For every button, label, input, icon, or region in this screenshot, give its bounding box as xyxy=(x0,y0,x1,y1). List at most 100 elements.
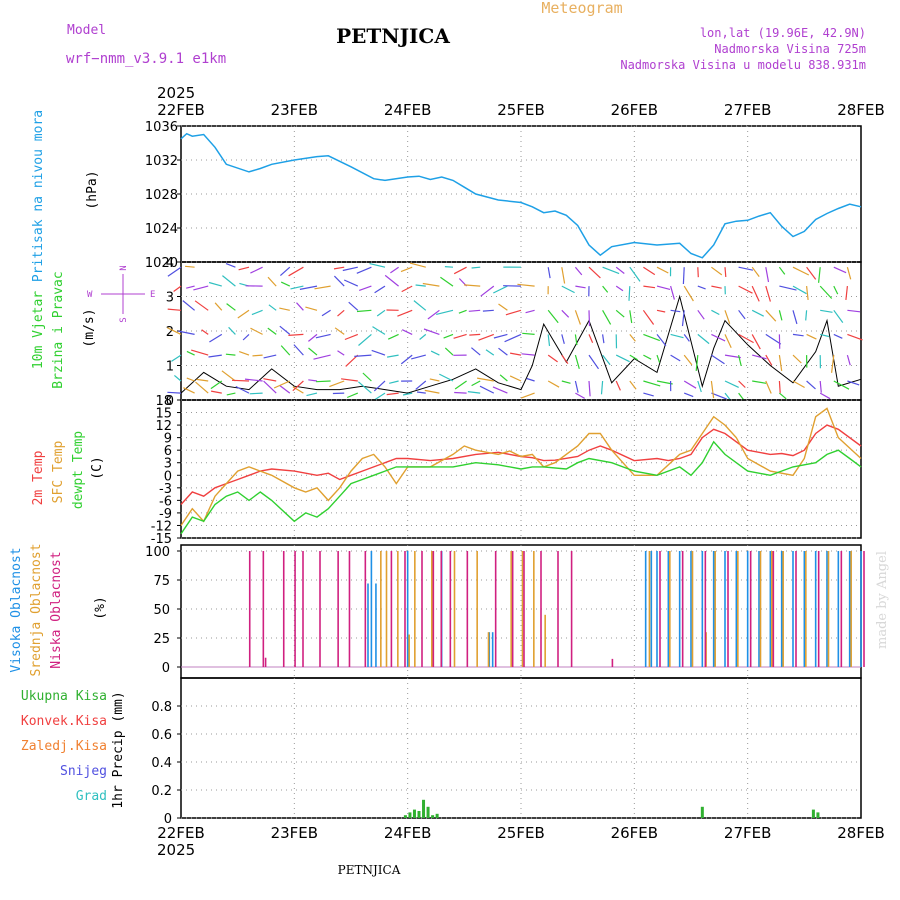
wind-arrow xyxy=(711,309,720,316)
model-name: wrf−nmm_v3.9.1 e1km xyxy=(66,51,226,67)
top-date-label: 28FEB xyxy=(837,101,884,119)
wind-arrow xyxy=(288,266,304,277)
wind-arrow xyxy=(505,309,522,316)
wind-arrow xyxy=(194,300,209,311)
wind-arrow xyxy=(329,380,345,388)
wind-arrow xyxy=(386,354,399,358)
wind-arrow xyxy=(436,309,454,315)
wind-arrow xyxy=(167,391,182,394)
wind-arrow xyxy=(315,333,331,339)
y-tick-label: 6 xyxy=(164,444,172,459)
precip-bar xyxy=(408,812,412,818)
wind-arrow xyxy=(561,354,569,365)
wind-arrow xyxy=(221,370,236,382)
wind-arrow xyxy=(711,354,725,365)
wind-arrow xyxy=(778,310,783,321)
precip-label-total: Ukupna Kisa xyxy=(21,689,107,704)
wind-arrow xyxy=(738,266,754,271)
wind-arrow xyxy=(186,377,195,382)
wind-arrow xyxy=(268,304,277,311)
wind-arrow xyxy=(424,389,440,394)
wind-arrow xyxy=(820,333,830,338)
top-date-ticks: 22FEB 23FEB 24FEB 25FEB 26FEB 27FEB 28FEB xyxy=(157,101,884,119)
wind-arrow xyxy=(191,349,209,356)
wind-arrow xyxy=(453,333,467,339)
wind-arrow xyxy=(178,330,195,335)
wind-arrow xyxy=(314,285,331,290)
wind-arrow xyxy=(251,309,263,316)
precip-panel: 0.8 0.6 0.4 0.2 0 xyxy=(151,677,862,827)
wind-arrow xyxy=(308,333,318,342)
wind-arrow xyxy=(226,392,236,396)
y-tick-label: 4 xyxy=(166,256,174,271)
wind-arrow xyxy=(561,309,570,318)
wind-arrow xyxy=(471,266,481,269)
precip-bar xyxy=(422,799,426,818)
wind-arrow xyxy=(225,263,236,268)
y-tick-label: 3 xyxy=(164,457,172,472)
wind-arrow xyxy=(292,380,304,392)
wind-arrow xyxy=(242,333,250,341)
wind-arrow xyxy=(267,276,277,287)
wind-arrow xyxy=(588,266,601,279)
compass-w: W xyxy=(87,290,93,300)
y-tick-label: 18 xyxy=(155,394,172,409)
low-cloud-title: Niska Oblacnost xyxy=(49,551,64,668)
pressure-title: Pritisak na nivou mora xyxy=(31,110,46,282)
wind-title: 10m Vjetar xyxy=(31,291,46,369)
wind-arrow xyxy=(250,266,263,274)
wind-arrow xyxy=(372,326,386,335)
wind-arrow xyxy=(818,267,821,283)
wind-arrow xyxy=(846,354,851,366)
wind-arrow xyxy=(615,266,625,274)
y-tick-label: 0.2 xyxy=(151,784,172,799)
compass-n: N xyxy=(119,265,129,270)
wind-arrow xyxy=(342,266,358,272)
wind-arrow xyxy=(588,354,599,370)
wind-arrow xyxy=(498,303,508,311)
wind-arrow xyxy=(476,377,494,382)
wind-arrow xyxy=(629,266,641,282)
wind-arrow xyxy=(683,392,694,398)
wind-arrow xyxy=(682,267,685,285)
wind-arrow xyxy=(847,333,863,341)
wind-arrow xyxy=(765,309,777,322)
pressure-line xyxy=(180,132,862,259)
y-tick-label: 12 xyxy=(155,419,172,434)
precip-bar xyxy=(700,806,704,818)
wind-arrow xyxy=(499,374,508,382)
wind-arrow xyxy=(471,380,481,387)
wind-arrow xyxy=(196,378,209,382)
wind-arrow xyxy=(629,334,636,342)
wind-arrow xyxy=(167,308,182,311)
wind-arrow xyxy=(683,354,693,366)
top-date-label: 22FEB xyxy=(157,101,204,119)
model-label: Model xyxy=(67,23,106,38)
wind-arrow xyxy=(290,285,304,290)
bottom-date-label: 22FEB xyxy=(157,824,204,842)
wind-arrow xyxy=(296,302,304,311)
wind-arrow xyxy=(509,375,522,382)
y-tick-label: -15 xyxy=(151,532,172,547)
wind-arrow xyxy=(401,329,413,335)
wind-arrow xyxy=(238,266,250,271)
wind-arrow xyxy=(305,306,318,311)
temp2m-title: 2m Temp xyxy=(31,450,46,505)
wind-arrow xyxy=(337,350,345,356)
meteogram-title: Meteogram xyxy=(541,0,622,17)
top-date-label: 24FEB xyxy=(384,101,431,119)
top-date-label: 23FEB xyxy=(271,101,318,119)
wind-arrow xyxy=(292,386,304,394)
wind-arrow xyxy=(358,333,372,346)
temp-line-3 xyxy=(180,440,862,535)
sfc-temp-title: SFC Temp xyxy=(51,441,66,504)
wind-arrow xyxy=(334,327,345,335)
y-tick-label: 0.6 xyxy=(151,728,172,743)
wind-arrow xyxy=(454,380,467,390)
wind-arrow xyxy=(792,310,798,325)
wind-unit: (m/s) xyxy=(82,308,97,347)
wind-arrow xyxy=(313,354,331,360)
wind-arrow xyxy=(752,354,767,360)
precip-bar xyxy=(431,815,435,818)
